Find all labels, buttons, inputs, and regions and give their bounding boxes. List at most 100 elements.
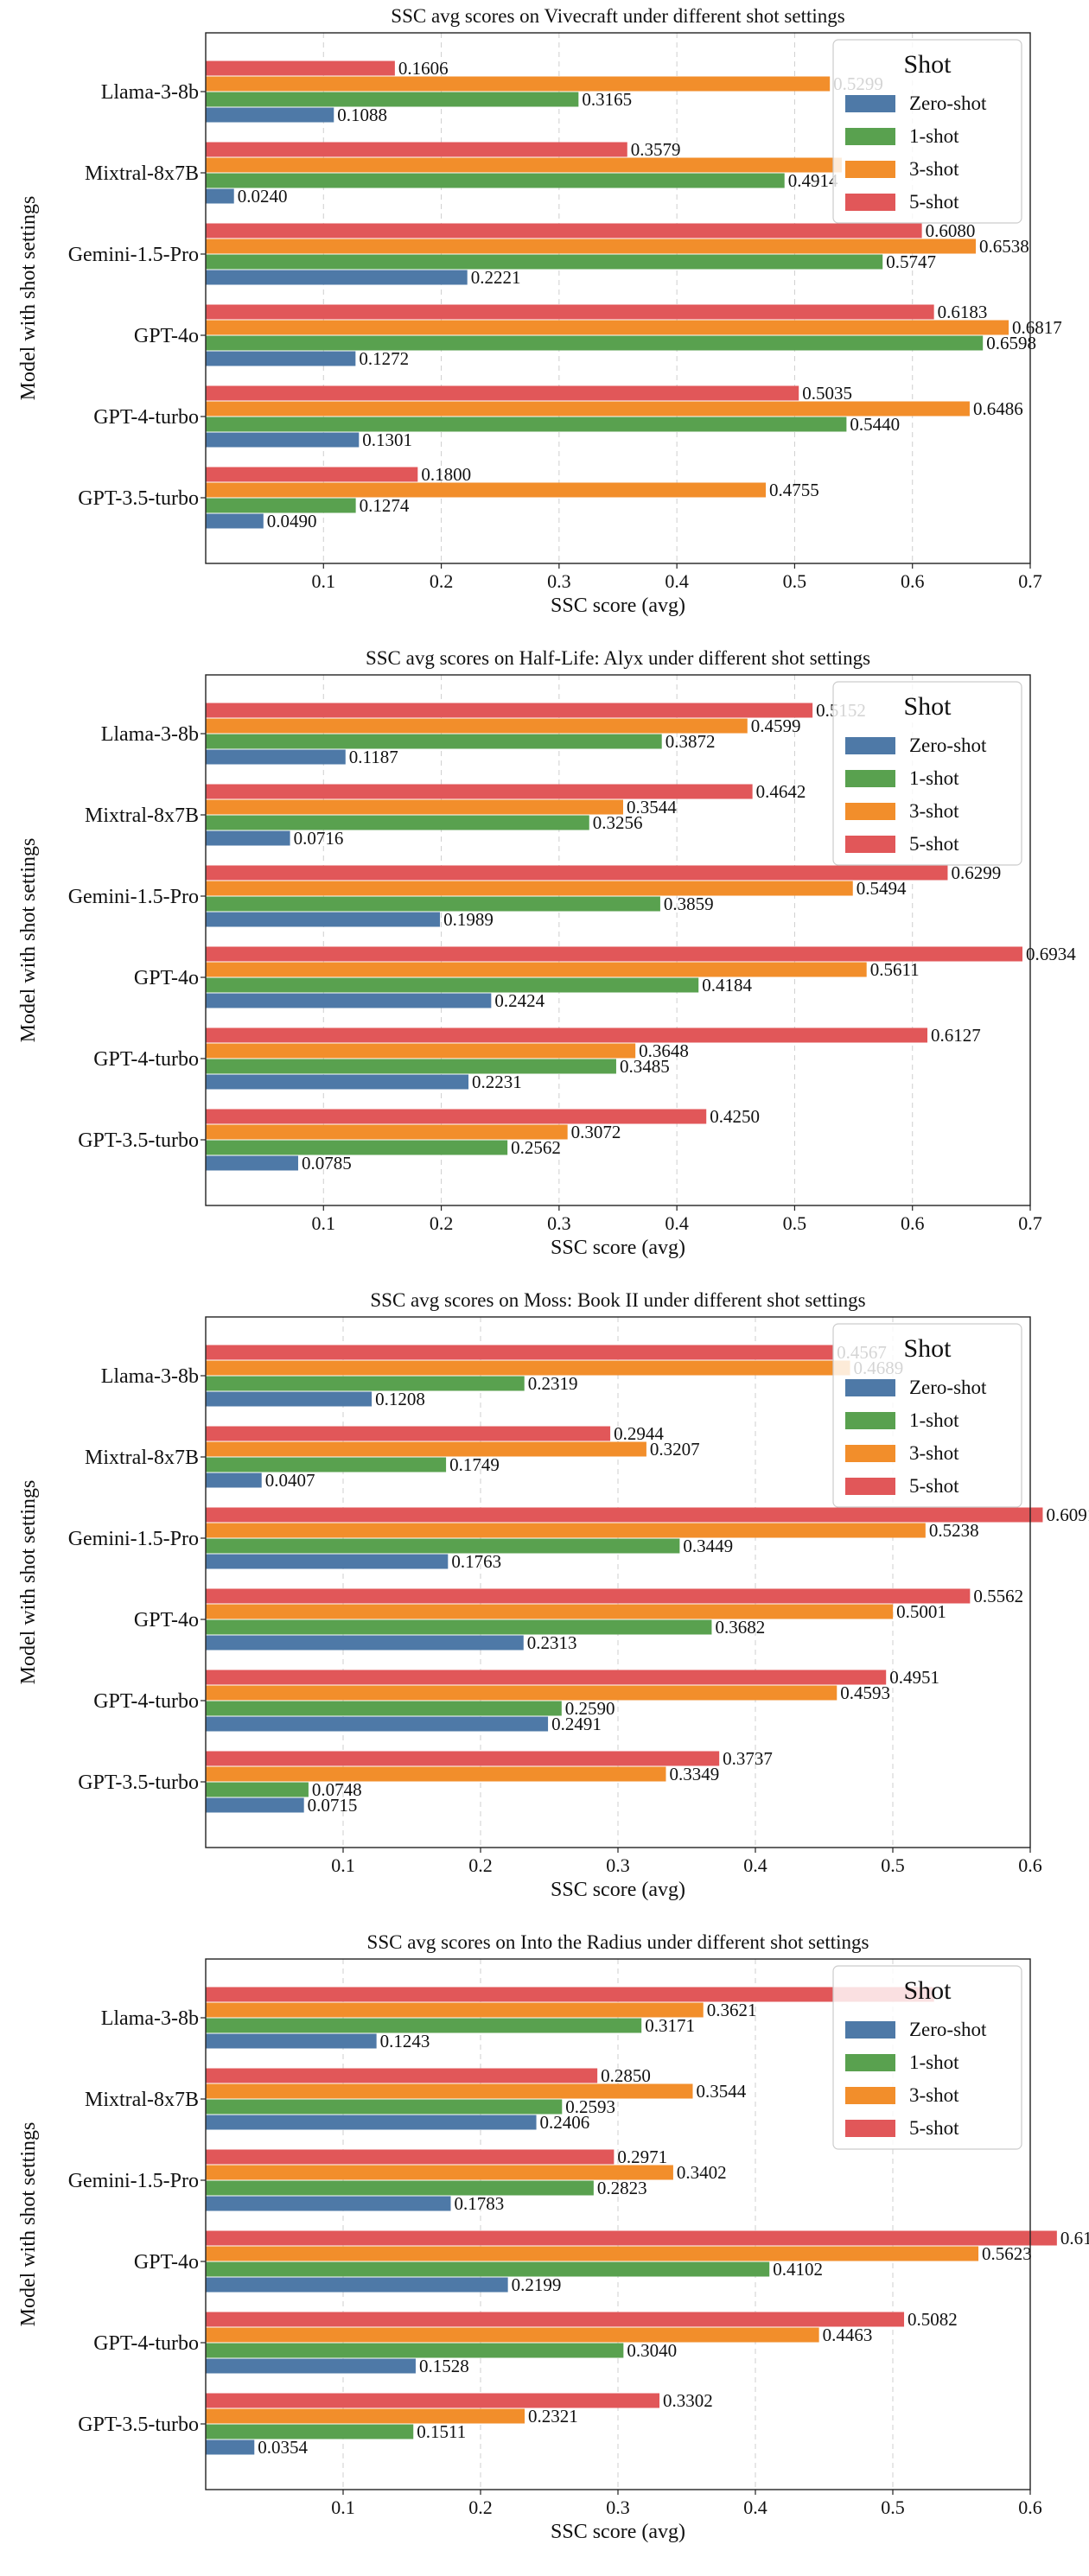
legend-swatch-zero-shot — [845, 2021, 895, 2039]
legend-title: Shot — [903, 692, 952, 721]
value-label: 0.3072 — [571, 1122, 621, 1142]
y-axis-label: Model with shot settings — [17, 1480, 40, 1685]
value-label: 0.0490 — [267, 511, 317, 531]
x-tick-label: 0.2 — [430, 570, 454, 592]
value-label: 0.5082 — [908, 2309, 958, 2330]
x-tick-label: 0.4 — [665, 570, 689, 592]
bar-5-shot-gpt-4o — [206, 2230, 1057, 2246]
x-tick-label: 0.3 — [606, 1854, 630, 1876]
value-label: 0.3302 — [663, 2390, 713, 2411]
value-label: 0.3579 — [631, 139, 681, 160]
value-label: 0.4593 — [840, 1682, 890, 1703]
value-label: 0.1187 — [349, 747, 398, 767]
value-label: 0.3544 — [627, 797, 677, 817]
bar-1-shot-mixtral-8x7b — [206, 2099, 563, 2115]
bar-3-shot-gpt-4o — [206, 962, 867, 977]
bar-5-shot-gpt-3-5-turbo — [206, 2393, 660, 2408]
value-label: 0.3449 — [683, 1536, 733, 1556]
x-tick-label: 0.1 — [331, 1854, 355, 1876]
bar-1-shot-gpt-4-turbo — [206, 1701, 562, 1716]
legend-label-zero-shot: Zero-shot — [909, 92, 987, 114]
chart-title: SSC avg scores on Moss: Book II under di… — [370, 1289, 865, 1311]
legend-label-1-shot: 1-shot — [909, 767, 959, 789]
bar-zero-shot-gpt-4-turbo — [206, 2358, 416, 2374]
value-label: 0.0240 — [238, 186, 288, 207]
value-label: 0.1272 — [359, 348, 409, 369]
legend-swatch-1-shot — [845, 1412, 895, 1429]
category-label-gpt-4o: GPT-4o — [134, 1609, 199, 1631]
bar-1-shot-mixtral-8x7b — [206, 173, 785, 188]
bar-5-shot-gemini-1-5-pro — [206, 223, 922, 239]
category-label-llama-3-8b: Llama-3-8b — [101, 1365, 199, 1388]
bar-5-shot-llama-3-8b — [206, 60, 395, 76]
category-label-gpt-4-turbo: GPT-4-turbo — [93, 1048, 199, 1071]
bar-3-shot-gpt-4o — [206, 2246, 979, 2261]
bar-5-shot-gemini-1-5-pro — [206, 1507, 1043, 1523]
x-tick-label: 0.5 — [881, 2496, 905, 2518]
bar-1-shot-gpt-3-5-turbo — [206, 1140, 508, 1155]
x-tick-label: 0.7 — [1018, 570, 1042, 592]
legend-swatch-3-shot — [845, 803, 895, 820]
bar-3-shot-gemini-1-5-pro — [206, 881, 853, 896]
bar-3-shot-gpt-4-turbo — [206, 1685, 837, 1701]
category-label-gpt-4-turbo: GPT-4-turbo — [93, 406, 199, 429]
bar-zero-shot-gpt-4o — [206, 993, 492, 1008]
value-label: 0.3544 — [696, 2081, 746, 2102]
bar-1-shot-llama-3-8b — [206, 1376, 525, 1391]
bar-5-shot-llama-3-8b — [206, 703, 813, 718]
value-label: 0.3256 — [593, 812, 643, 833]
bar-zero-shot-mixtral-8x7b — [206, 2115, 537, 2130]
bar-3-shot-mixtral-8x7b — [206, 799, 623, 815]
x-tick-label: 0.3 — [547, 570, 571, 592]
bar-5-shot-gemini-1-5-pro — [206, 2149, 615, 2165]
x-tick-label: 0.3 — [547, 1212, 571, 1234]
legend-label-1-shot: 1-shot — [909, 125, 959, 147]
y-axis-label: Model with shot settings — [17, 196, 40, 401]
bar-1-shot-gpt-4o — [206, 2261, 770, 2277]
bar-3-shot-llama-3-8b — [206, 1360, 850, 1376]
value-label: 0.0748 — [312, 1779, 362, 1800]
bar-3-shot-gemini-1-5-pro — [206, 239, 977, 254]
value-label: 0.1989 — [443, 909, 494, 930]
legend-swatch-5-shot — [845, 1478, 895, 1495]
value-label: 0.1274 — [360, 495, 410, 516]
chart-title: SSC avg scores on Half-Life: Alyx under … — [366, 647, 870, 669]
bar-5-shot-gpt-4-turbo — [206, 1027, 928, 1043]
category-label-gpt-3-5-turbo: GPT-3.5-turbo — [78, 2414, 199, 2436]
bar-1-shot-llama-3-8b — [206, 2018, 642, 2033]
x-tick-label: 0.4 — [743, 1854, 767, 1876]
x-tick-label: 0.2 — [430, 1212, 454, 1234]
value-label: 0.1088 — [337, 105, 387, 125]
value-label: 0.2562 — [511, 1137, 561, 1158]
legend-swatch-zero-shot — [845, 737, 895, 754]
legend-swatch-1-shot — [845, 770, 895, 787]
chart-1: SSC avg scores on Vivecraft under differ… — [17, 5, 1062, 617]
bar-zero-shot-gemini-1-5-pro — [206, 1554, 449, 1569]
value-label: 0.3402 — [677, 2162, 727, 2183]
bar-1-shot-llama-3-8b — [206, 92, 579, 107]
category-label-gpt-3-5-turbo: GPT-3.5-turbo — [78, 1129, 199, 1152]
x-tick-label: 0.4 — [743, 2496, 767, 2518]
category-label-gemini-1-5-pro: Gemini-1.5-Pro — [68, 886, 199, 908]
x-tick-label: 0.7 — [1018, 1212, 1042, 1234]
bar-3-shot-mixtral-8x7b — [206, 1441, 646, 1457]
bar-1-shot-mixtral-8x7b — [206, 1457, 447, 1472]
y-axis-label: Model with shot settings — [17, 2122, 40, 2327]
value-label: 0.6091 — [1046, 1504, 1089, 1525]
y-axis-label: Model with shot settings — [17, 838, 40, 1043]
value-label: 0.6080 — [926, 220, 976, 241]
chart-title: SSC avg scores on Into the Radius under … — [367, 1931, 869, 1953]
value-label: 0.2850 — [601, 2065, 651, 2086]
value-label: 0.1749 — [449, 1454, 500, 1475]
value-label: 0.6127 — [931, 1025, 981, 1046]
bar-1-shot-gemini-1-5-pro — [206, 1538, 680, 1554]
bar-zero-shot-gpt-3-5-turbo — [206, 1155, 298, 1171]
x-tick-label: 0.2 — [468, 2496, 493, 2518]
value-label: 0.3621 — [707, 2000, 757, 2020]
bar-3-shot-gpt-4-turbo — [206, 1043, 636, 1059]
bar-3-shot-gpt-3-5-turbo — [206, 2408, 525, 2424]
bar-5-shot-llama-3-8b — [206, 1987, 934, 2002]
value-label: 0.3682 — [715, 1617, 765, 1638]
bar-5-shot-gpt-4o — [206, 304, 934, 320]
